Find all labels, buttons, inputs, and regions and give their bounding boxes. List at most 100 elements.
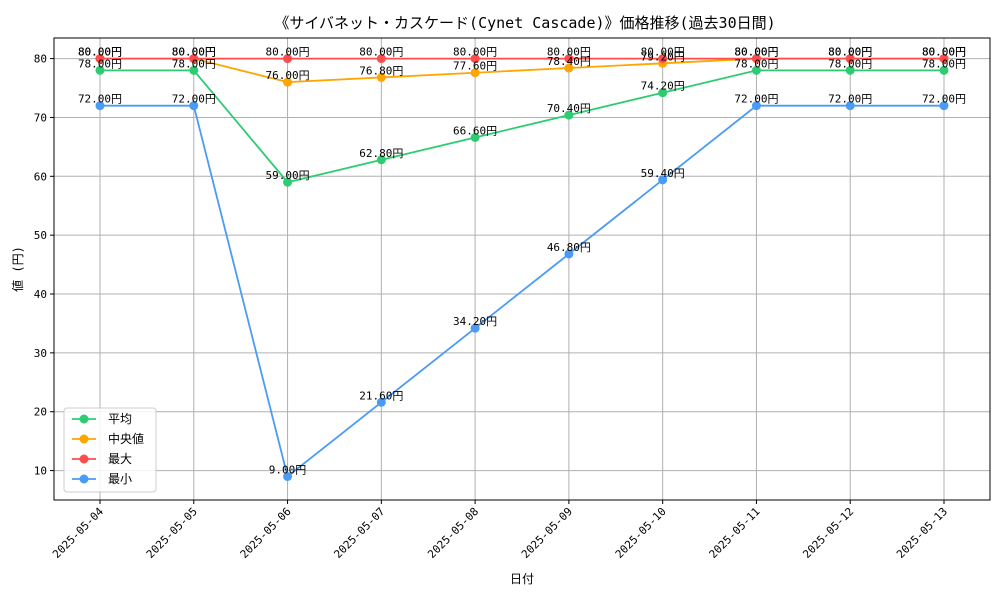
data-point bbox=[283, 177, 293, 187]
grid-layer bbox=[54, 38, 990, 500]
data-point bbox=[564, 249, 574, 259]
data-label: 34.20円 bbox=[453, 315, 497, 328]
legend-entry: 中央値 bbox=[108, 431, 144, 446]
data-point bbox=[845, 101, 855, 111]
data-point bbox=[470, 323, 480, 333]
data-point bbox=[376, 72, 386, 82]
data-label: 78.00円 bbox=[922, 57, 966, 70]
legend-box bbox=[63, 407, 157, 493]
data-label: 72.00円 bbox=[78, 93, 122, 106]
data-label: 80.00円 bbox=[78, 46, 122, 59]
data-point bbox=[189, 65, 199, 75]
data-point bbox=[376, 54, 386, 64]
legend-entry: 最小 bbox=[108, 472, 132, 486]
data-label: 78.00円 bbox=[734, 57, 778, 70]
data-point bbox=[95, 54, 105, 64]
data-label: 80.00円 bbox=[172, 46, 216, 59]
data-label: 80.00円 bbox=[359, 46, 403, 59]
data-label: 80.00円 bbox=[828, 46, 872, 59]
data-label: 77.60円 bbox=[453, 60, 497, 73]
y-tick-label: 50 bbox=[34, 229, 47, 242]
data-label: 9.00円 bbox=[269, 463, 307, 476]
data-label: 80.00円 bbox=[172, 46, 216, 59]
data-label: 78.40円 bbox=[547, 55, 591, 68]
data-label: 80.00円 bbox=[78, 46, 122, 59]
data-point bbox=[658, 88, 668, 98]
data-label: 78.00円 bbox=[828, 57, 872, 70]
data-point bbox=[939, 54, 949, 64]
series-line-0 bbox=[100, 69, 944, 184]
data-label: 80.00円 bbox=[265, 46, 309, 59]
data-label: 80.00円 bbox=[547, 46, 591, 59]
data-point bbox=[95, 65, 105, 75]
data-label: 66.60円 bbox=[453, 124, 497, 137]
data-label: 80.00円 bbox=[453, 46, 497, 59]
data-label: 46.80円 bbox=[547, 241, 591, 254]
data-point bbox=[470, 54, 480, 64]
data-label: 80.00円 bbox=[734, 46, 778, 59]
plot-frame bbox=[53, 37, 991, 501]
data-point bbox=[751, 101, 761, 111]
data-point bbox=[939, 101, 949, 111]
legend-entry: 最大 bbox=[108, 452, 132, 466]
data-point bbox=[470, 68, 480, 78]
data-point bbox=[283, 471, 293, 481]
chart-title: 《サイバネット・カスケード(Cynet Cascade)》価格推移(過去30日間… bbox=[274, 14, 775, 32]
x-axis-label: 日付 bbox=[510, 572, 534, 586]
data-label: 59.40円 bbox=[641, 167, 685, 180]
data-point bbox=[283, 54, 293, 64]
data-point bbox=[564, 54, 574, 64]
data-label: 76.00円 bbox=[265, 69, 309, 82]
data-point bbox=[564, 110, 574, 120]
data-label: 21.60円 bbox=[359, 389, 403, 402]
data-point bbox=[751, 54, 761, 64]
y-tick-label: 70 bbox=[34, 111, 47, 124]
data-point bbox=[470, 132, 480, 142]
label-layer: 78.00円 78.00円 59.00円 62.80円 66.60円 70.40円 74.2… bbox=[78, 46, 966, 477]
data-label: 59.00円 bbox=[265, 169, 309, 182]
legend-swatch-marker bbox=[79, 434, 89, 444]
y-tick-label: 80 bbox=[34, 53, 47, 66]
data-label: 80.00円 bbox=[828, 46, 872, 59]
data-point bbox=[939, 65, 949, 75]
data-point bbox=[658, 175, 668, 185]
data-label: 78.00円 bbox=[172, 57, 216, 70]
data-point bbox=[658, 54, 668, 64]
data-label: 80.00円 bbox=[734, 46, 778, 59]
data-point bbox=[376, 397, 386, 407]
legend-swatch-marker bbox=[79, 414, 89, 424]
data-label: 70.40円 bbox=[547, 102, 591, 115]
data-label: 76.80円 bbox=[359, 64, 403, 77]
data-point bbox=[751, 65, 761, 75]
data-label: 74.20円 bbox=[641, 80, 685, 93]
y-tick-label: 60 bbox=[34, 170, 47, 183]
data-point bbox=[376, 155, 386, 165]
y-axis-label: 値 (円) bbox=[10, 246, 25, 292]
legend-entry: 平均 bbox=[108, 412, 132, 426]
data-label: 72.00円 bbox=[922, 93, 966, 106]
data-label: 80.00円 bbox=[641, 46, 685, 59]
series-layer bbox=[95, 54, 949, 481]
data-point bbox=[283, 77, 293, 87]
data-point bbox=[564, 63, 574, 73]
legend-swatch-marker bbox=[79, 454, 89, 464]
data-label: 78.00円 bbox=[78, 57, 122, 70]
data-label: 80.00円 bbox=[922, 46, 966, 59]
data-label: 62.80円 bbox=[359, 147, 403, 160]
data-label: 79.20円 bbox=[641, 50, 685, 63]
series-line-3 bbox=[100, 104, 944, 479]
data-point bbox=[95, 101, 105, 111]
data-label: 72.00円 bbox=[828, 93, 872, 106]
y-tick-label: 20 bbox=[34, 406, 47, 419]
data-point bbox=[189, 54, 199, 64]
data-point bbox=[845, 65, 855, 75]
data-point bbox=[845, 54, 855, 64]
data-point bbox=[189, 101, 199, 111]
y-tick-label: 30 bbox=[34, 347, 47, 360]
data-label: 72.00円 bbox=[734, 93, 778, 106]
y-tick-label: 40 bbox=[34, 288, 47, 301]
legend-swatch-marker bbox=[79, 474, 89, 484]
